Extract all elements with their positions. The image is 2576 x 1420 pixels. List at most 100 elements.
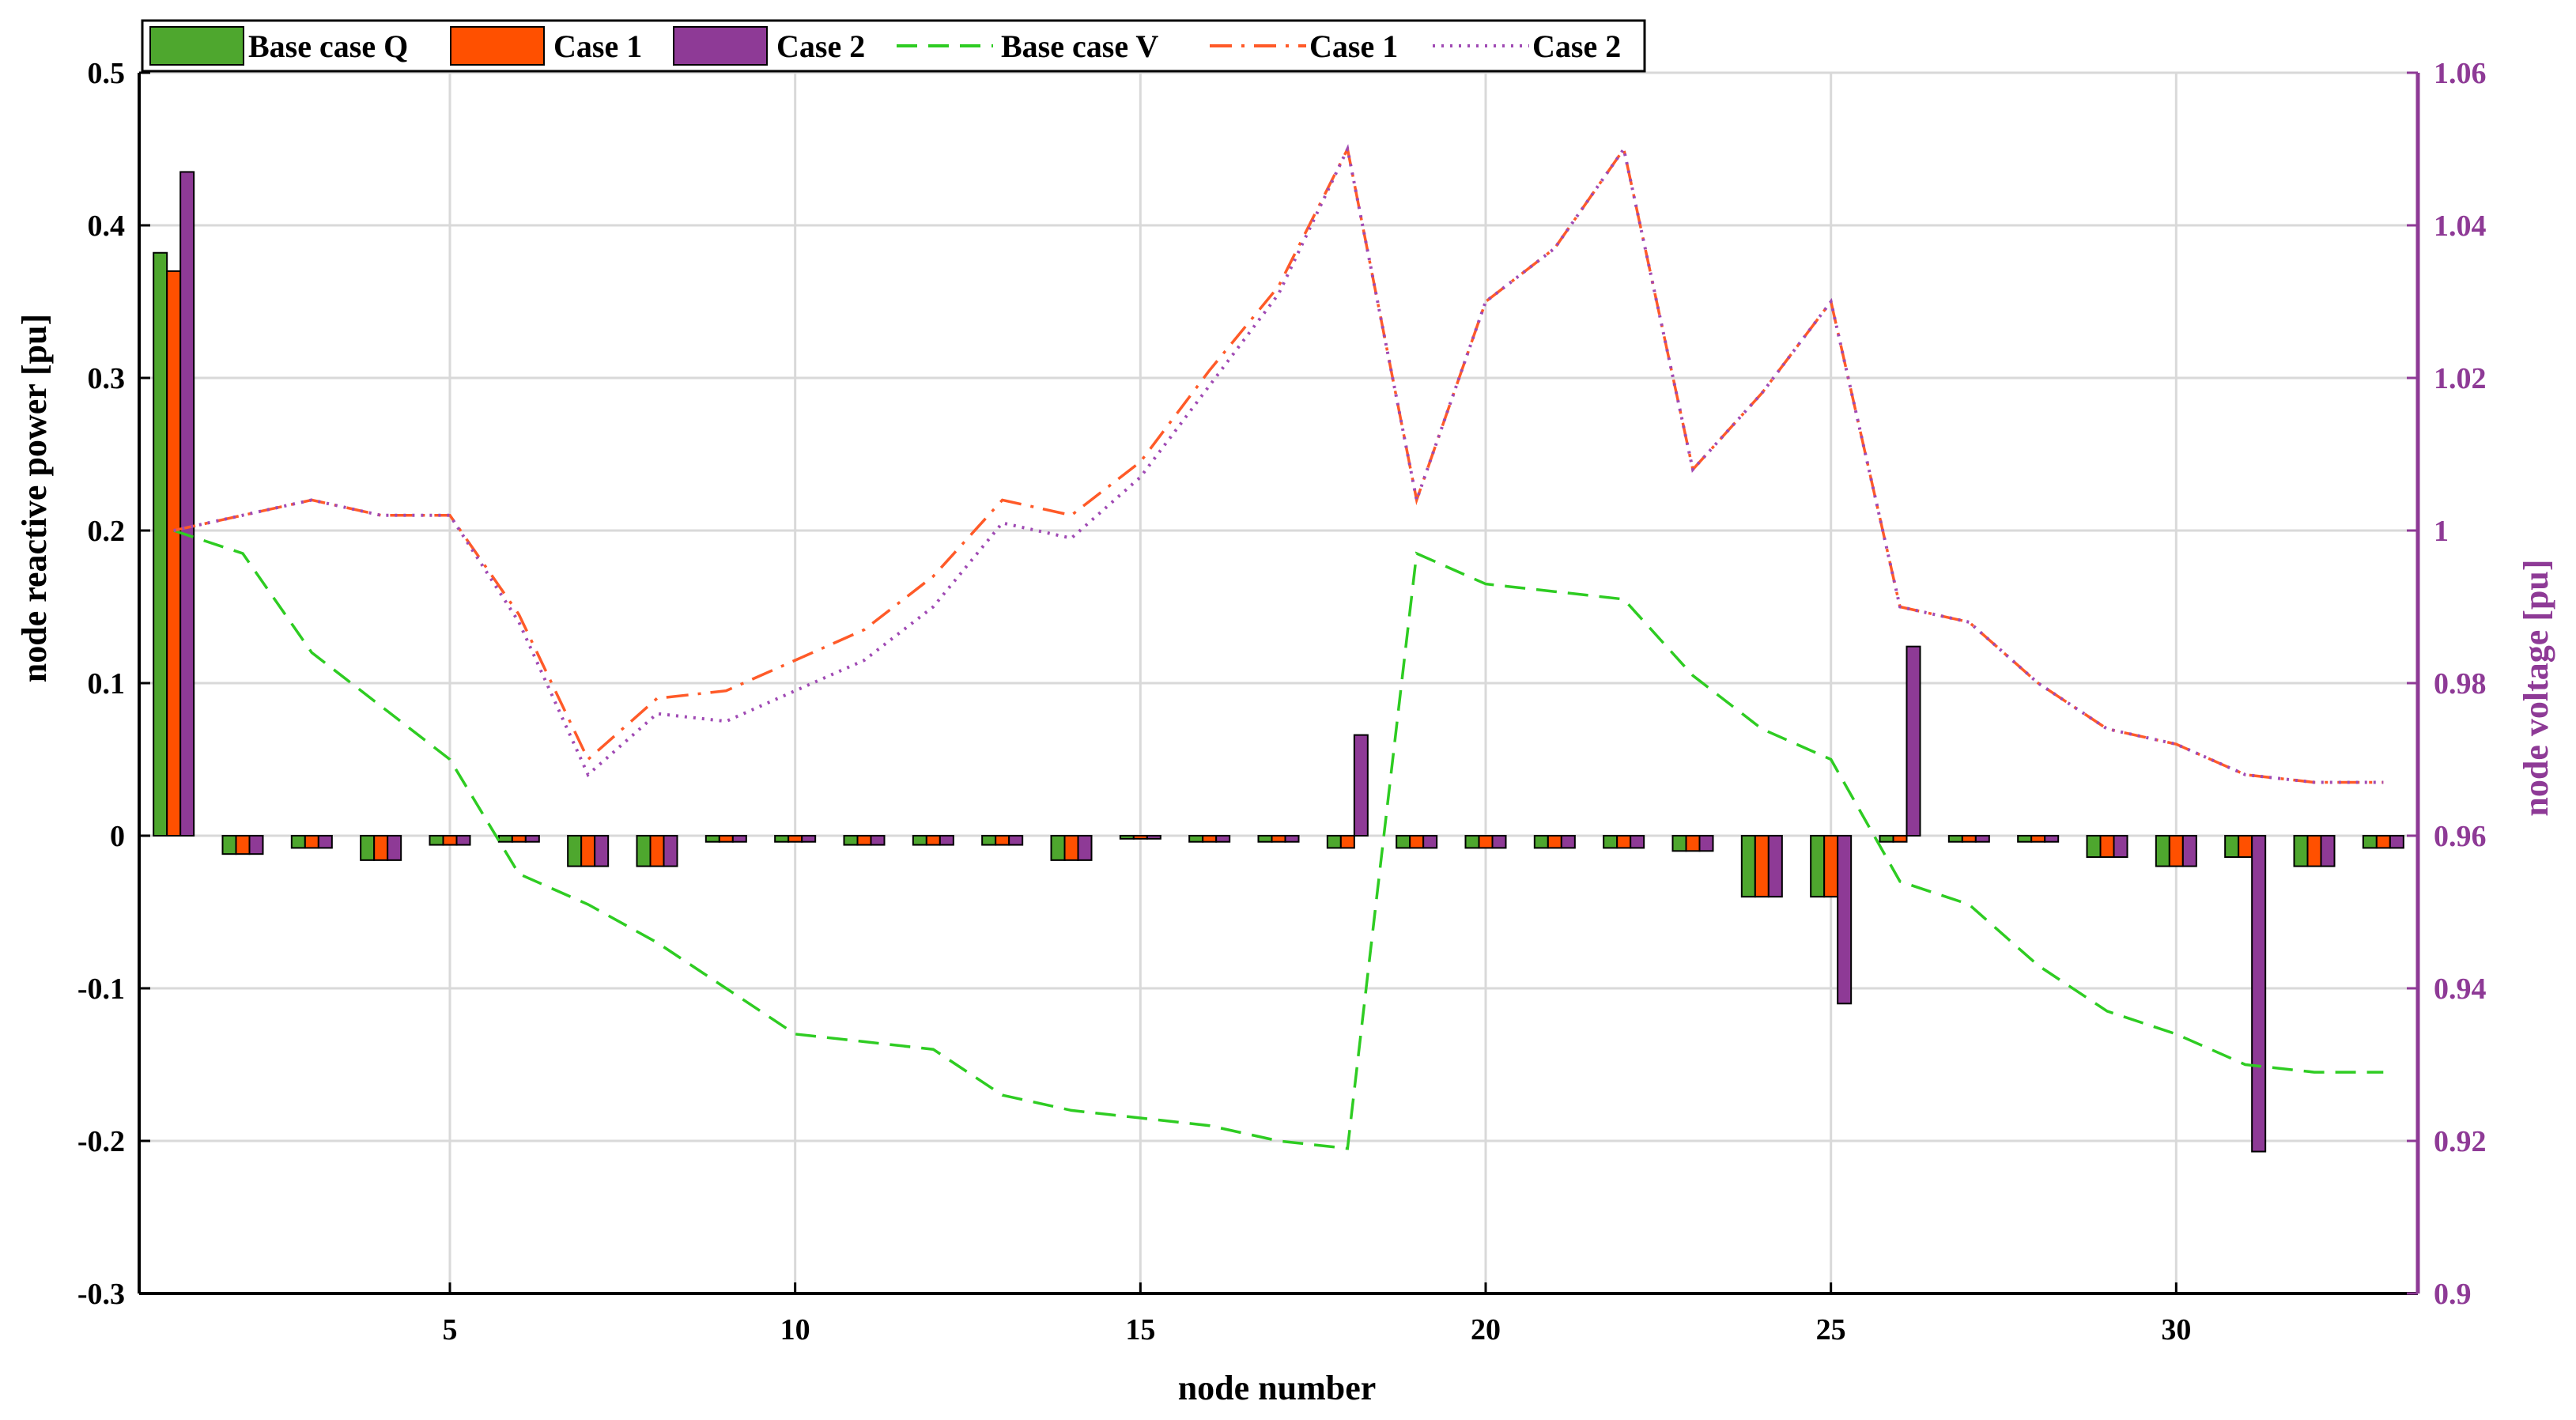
bar-case-1 [1892,835,1908,843]
bar-base-case-q [567,835,583,867]
axes [138,71,2420,1295]
y-right-tick-label: 0.96 [2434,820,2487,853]
bar-case-1 [1202,835,1218,843]
bar-case-1 [2306,835,2322,867]
voltage-lines [173,144,2384,1150]
bar-base-case-q [1464,835,1480,849]
bar-base-case-q [497,835,513,843]
bars [153,171,2404,1153]
bar-case-2 [870,835,886,846]
bar-case-1 [1823,835,1839,898]
y-left-axis-title: node reactive power [pu] [15,314,54,682]
y-left-tick-label: -0.3 [77,1278,125,1311]
bar-case-2 [2181,835,2197,867]
legend-box [141,19,1646,73]
bar-case-1 [2168,835,2184,867]
bar-case-2 [2113,835,2128,859]
bar-base-case-q [774,835,790,843]
bar-case-2 [387,835,402,861]
bar-base-case-q [1257,835,1273,843]
legend-label: Base case Q [248,28,408,64]
bar-case-2 [2251,835,2267,1153]
bar-base-case-q [2017,835,2033,843]
bar-case-2 [1630,835,1645,849]
y-right-tick-label: 0.98 [2434,667,2487,701]
bar-base-case-q [2086,835,2102,859]
bar-base-case-q [1603,835,1618,849]
bar-case-2 [801,835,817,843]
bar-base-case-q [843,835,859,846]
y-right-tick-label: 0.9 [2434,1278,2472,1311]
bar-case-1 [788,835,803,843]
y-right-tick-label: 1.02 [2434,362,2487,395]
bar-base-case-q [2293,835,2309,867]
y-right-tick-label: 1 [2434,515,2449,548]
bar-case-1 [2099,835,2115,859]
x-tick-label: 10 [780,1313,810,1346]
bar-case-2 [248,835,264,855]
bar-base-case-q [1119,835,1135,840]
x-axis-title: node number [1178,1369,1377,1407]
bar-case-2 [1837,835,1853,1005]
legend-swatch [149,26,244,66]
bar-base-case-q [704,835,720,843]
y-left-tick-label: 0.4 [88,210,126,243]
bar-case-2 [1215,835,1231,843]
legend-swatch [673,26,768,66]
y-left-tick-label: 0.2 [88,515,126,548]
y-right-tick-label: 0.94 [2434,972,2487,1006]
bar-base-case-q [2362,835,2378,849]
bar-base-case-q [290,835,306,849]
bar-case-1 [1961,835,1977,843]
legend-label: Case 1 [1309,28,1398,64]
bar-case-2 [2389,835,2404,849]
bar-case-1 [2375,835,2391,849]
bar-case-1 [235,835,251,855]
y-left-tick-label: -0.1 [77,972,125,1006]
y-right-tick-label: 1.06 [2434,57,2487,90]
legend-item-case-2-line: Case 2 [1433,28,1621,64]
tick-labels: -0.3 -0.2 -0.1 0 0.1 0.2 0.3 0.4 0.5 0.9 0.92 0.94 0… [77,57,2487,1346]
bar-case-1 [995,835,1010,846]
bar-case-2 [1906,645,1921,837]
legend-item-base-case-v: Base case V [897,28,1158,64]
bar-case-1 [2030,835,2046,843]
bar-case-1 [1685,835,1701,852]
bar-case-2 [524,835,540,843]
legend-item-case-1-bar: Case 1 [450,26,642,66]
legend-item-base-case-q: Base case Q [149,26,408,66]
legend-item-case-1-line: Case 1 [1210,28,1398,64]
bar-base-case-q [1810,835,1826,898]
bar-base-case-q [429,835,444,846]
bar-case-1 [511,835,527,843]
bar-case-1 [304,835,319,849]
bar-case-1 [373,835,389,861]
bar-case-2 [455,835,471,846]
bar-base-case-q [221,835,237,855]
bar-case-1 [1478,835,1494,849]
legend-label: Case 2 [1532,28,1621,64]
legend-label: Case 2 [776,28,865,64]
bar-case-2 [179,171,195,837]
bar-case-1 [1271,835,1286,843]
bar-base-case-q [2224,835,2240,859]
y-left-tick-label: 0.1 [88,667,126,701]
bar-case-1 [442,835,458,846]
bar-base-case-q [2155,835,2170,867]
bar-case-1 [1754,835,1770,898]
bar-case-2 [1284,835,1300,843]
bar-case-2 [1146,835,1161,840]
legend-label: Case 1 [553,28,642,64]
x-tick-label: 25 [1816,1313,1846,1346]
bar-case-2 [939,835,954,846]
bar-case-2 [2044,835,2060,843]
bar-case-1 [1063,835,1079,861]
bar-case-1 [925,835,941,846]
y-left-tick-label: -0.2 [77,1125,125,1158]
bar-base-case-q [153,251,168,837]
legend-swatch [450,26,545,66]
bar-base-case-q [981,835,997,846]
legend-item-case-2-bar: Case 2 [673,26,865,66]
